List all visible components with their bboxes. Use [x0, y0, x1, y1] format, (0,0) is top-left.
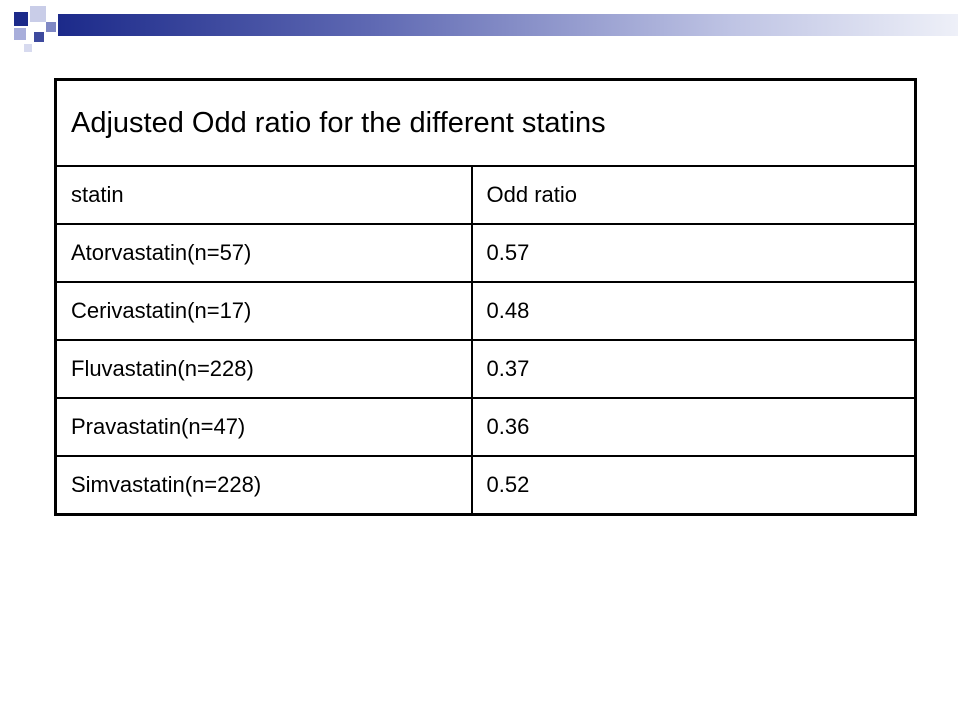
- odd-ratio-cell: 0.36: [470, 397, 917, 457]
- table-title: Adjusted Odd ratio for the different sta…: [54, 78, 917, 167]
- statin-cell: Atorvastatin(n=57): [54, 223, 473, 283]
- decorative-square-icon: [34, 32, 44, 42]
- decorative-square-icon: [46, 22, 56, 32]
- header-gradient-bar: [58, 14, 958, 36]
- statin-cell: Simvastatin(n=228): [54, 455, 473, 516]
- statin-cell: Cerivastatin(n=17): [54, 281, 473, 341]
- statin-cell: Fluvastatin(n=228): [54, 339, 473, 399]
- statin-cell: Pravastatin(n=47): [54, 397, 473, 457]
- column-header-statin: statin: [54, 165, 473, 225]
- odd-ratio-cell: 0.57: [470, 223, 917, 283]
- table-title-row: Adjusted Odd ratio for the different sta…: [54, 78, 917, 167]
- odd-ratio-cell: 0.52: [470, 455, 917, 516]
- decorative-square-icon: [30, 6, 46, 22]
- column-header-odd-ratio: Odd ratio: [470, 165, 917, 225]
- decorative-square-icon: [14, 12, 28, 26]
- odd-ratio-cell: 0.37: [470, 339, 917, 399]
- table-row: Cerivastatin(n=17) 0.48: [54, 281, 917, 341]
- statin-odds-table: Adjusted Odd ratio for the different sta…: [54, 78, 918, 516]
- table-header-row: statin Odd ratio: [54, 165, 917, 225]
- table-row: Simvastatin(n=228) 0.52: [54, 455, 917, 516]
- decorative-square-icon: [14, 28, 26, 40]
- table-row: Atorvastatin(n=57) 0.57: [54, 223, 917, 283]
- table-row: Fluvastatin(n=228) 0.37: [54, 339, 917, 399]
- odd-ratio-cell: 0.48: [470, 281, 917, 341]
- decorative-square-icon: [24, 44, 32, 52]
- table-row: Pravastatin(n=47) 0.36: [54, 397, 917, 457]
